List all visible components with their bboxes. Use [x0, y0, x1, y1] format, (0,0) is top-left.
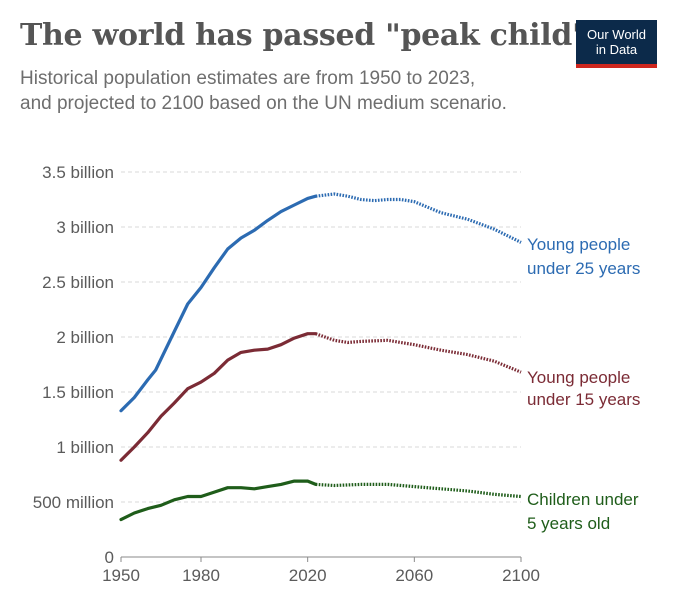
- series-line-under25-projection[interactable]: [315, 192, 522, 244]
- y-tick-label: 0: [105, 548, 114, 567]
- logo-line-1: Our World: [587, 27, 646, 42]
- y-tick-label: 3.5 billion: [42, 163, 114, 182]
- series-label-under15: Young people under 15 years: [527, 368, 640, 409]
- series-line-under15-projection[interactable]: [315, 332, 522, 374]
- series-label-line-1: Young people: [527, 368, 630, 387]
- y-tick-label: 500 million: [33, 493, 114, 512]
- series-label-line-1: Young people: [527, 235, 630, 254]
- series-label-line-2: under 25 years: [527, 259, 640, 278]
- y-tick-label: 2 billion: [56, 328, 114, 347]
- series-line-under25-historical[interactable]: [119, 194, 318, 413]
- series-lines: [119, 192, 522, 522]
- series-label-under5: Children under 5 years old: [527, 490, 639, 533]
- subtitle-line-2: and projected to 2100 based on the UN me…: [20, 93, 507, 114]
- series-line-under15-historical[interactable]: [119, 332, 318, 462]
- series-label-under25: Young people under 25 years: [527, 235, 640, 278]
- y-tick-label: 1 billion: [56, 438, 114, 457]
- x-tick-label: 2020: [289, 566, 327, 585]
- series-line-under5-projection[interactable]: [315, 482, 522, 499]
- y-axis-ticks: 0 500 million 1 billion 1.5 billion 2 billio…: [33, 163, 114, 567]
- x-tick-label: 1950: [102, 566, 140, 585]
- y-tick-label: 1.5 billion: [42, 383, 114, 402]
- series-line-under5-historical[interactable]: [119, 479, 318, 522]
- x-axis-ticks: 1950 1980 2020 2060 2100: [102, 557, 540, 585]
- x-tick-label: 2100: [502, 566, 540, 585]
- chart-title: The world has passed "peak child": [20, 18, 588, 53]
- y-tick-label: 2.5 billion: [42, 273, 114, 292]
- subtitle-line-1: Historical population estimates are from…: [20, 68, 476, 89]
- series-label-line-2: under 15 years: [527, 390, 640, 409]
- chart-subtitle: Historical population estimates are from…: [20, 66, 580, 116]
- x-tick-label: 2060: [395, 566, 433, 585]
- series-labels: Young people under 25 years Young people un…: [527, 235, 640, 533]
- x-tick-label: 1980: [182, 566, 220, 585]
- series-label-line-2: 5 years old: [527, 514, 610, 533]
- our-world-in-data-logo[interactable]: Our World in Data: [576, 20, 657, 68]
- series-label-line-1: Children under: [527, 490, 639, 509]
- logo-line-2: in Data: [595, 42, 638, 57]
- y-tick-label: 3 billion: [56, 218, 114, 237]
